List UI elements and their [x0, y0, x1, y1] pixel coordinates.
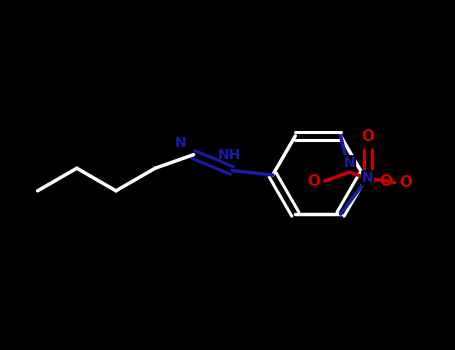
Text: O: O [399, 175, 412, 190]
Text: O: O [379, 174, 392, 189]
Text: NH: NH [218, 148, 242, 162]
Text: O: O [361, 129, 374, 144]
Text: N: N [344, 156, 355, 170]
Text: N: N [175, 136, 187, 150]
Text: N: N [362, 171, 374, 185]
Text: O: O [307, 174, 320, 189]
